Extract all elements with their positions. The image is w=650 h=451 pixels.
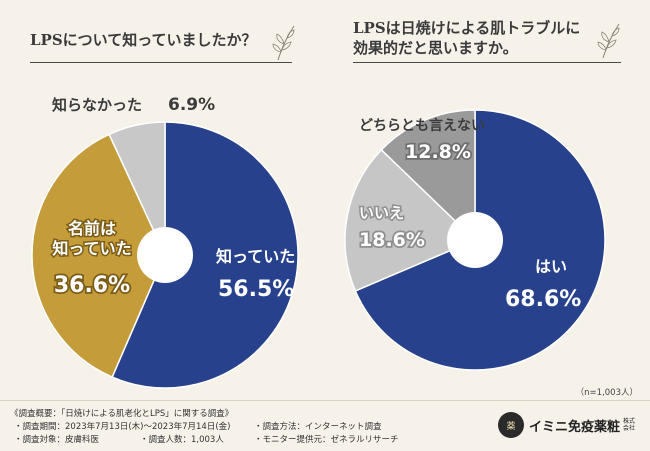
title-divider [353, 62, 621, 63]
pie-slice [31, 133, 166, 379]
leaf-sprig-icon [272, 25, 295, 61]
brand-company-type: 株式会社 [623, 418, 636, 432]
chart-title-line-1: LPSは日焼けによる肌トラブルに [353, 19, 581, 37]
brand-mark-icon: 薬 [498, 412, 524, 438]
pie-slice [380, 109, 476, 242]
title-divider [30, 62, 292, 63]
slice-value-label: 68.6% [505, 287, 581, 312]
survey-target: ・調査対象：皮膚科医 [14, 435, 100, 445]
chart-panel-lps-awareness: LPSについて知っていましたか？ 知っていた 56.5% 名前は 知っていた 36.6%… [0, 0, 325, 390]
pie-slice [344, 148, 477, 292]
slice-value-label: 12.8% [405, 141, 471, 163]
slice-label-group: 知らなかった 6.9% [52, 95, 215, 115]
slice-label: いいえ [359, 204, 404, 222]
survey-method: ・調査方法：インターネット調査 [254, 422, 382, 432]
survey-provider: ・モニター提供元：ゼネラルリサーチ [254, 435, 399, 445]
pie-slice [111, 121, 299, 389]
chart-title: LPSは日焼けによる肌トラブルに 効果的だと思いますか。 [353, 18, 603, 58]
survey-count: ・調査人数：1,003人 [140, 435, 224, 445]
pie-chart-lps-effectiveness: はい 68.6% いいえ 18.6% どちらとも言えない 12.8% [344, 109, 606, 371]
slice-label: 知らなかった [52, 96, 142, 114]
chart-panel-lps-effectiveness: LPSは日焼けによる肌トラブルに 効果的だと思いますか。 はい 68.6% いいえ 1… [325, 0, 650, 390]
slice-label-group: はい 68.6% [505, 257, 581, 312]
chart-title-line-2: 効果的だと思いますか。 [353, 39, 518, 57]
slice-value-label: 6.9% [168, 95, 215, 115]
brand-logo: 薬 イミニ免疫薬粧 株式会社 [498, 412, 635, 438]
slice-label-group: 知っていた 56.5% [216, 247, 295, 302]
brand-name: イミニ免疫薬粧 [529, 419, 621, 435]
slice-label: 知っていた [52, 239, 131, 258]
pie-center-hole [137, 227, 193, 283]
survey-title: 《調査概要：「日焼けによる肌老化とLPS」に関する調査》 [10, 409, 234, 419]
sample-size-note: （n=1,003人） [575, 388, 638, 398]
survey-period: ・調査期間：2023年7月13日(木)～2023年7月14日(金) [14, 422, 231, 432]
slice-label: 知っていた [216, 247, 295, 266]
slice-label-group: いいえ 18.6% [357, 203, 426, 253]
pie-slice [108, 121, 166, 256]
survey-footer: 《調査概要：「日焼けによる肌老化とLPS」に関する調査》 ・調査期間：2023年… [0, 400, 650, 451]
pie-center-hole [447, 212, 503, 268]
slice-label: どちらとも言えない [359, 117, 485, 134]
chart-title: LPSについて知っていましたか？ [30, 31, 257, 49]
leaf-sprig-icon [597, 23, 620, 59]
slice-value-label: 18.6% [359, 229, 425, 251]
slice-value-label: 36.6% [54, 273, 130, 298]
slice-label: はい [535, 257, 567, 276]
slice-label: 名前は [68, 219, 116, 238]
slice-value-label: 56.5% [218, 277, 294, 302]
slice-label-group: どちらとも言えない 12.8% [359, 117, 485, 165]
